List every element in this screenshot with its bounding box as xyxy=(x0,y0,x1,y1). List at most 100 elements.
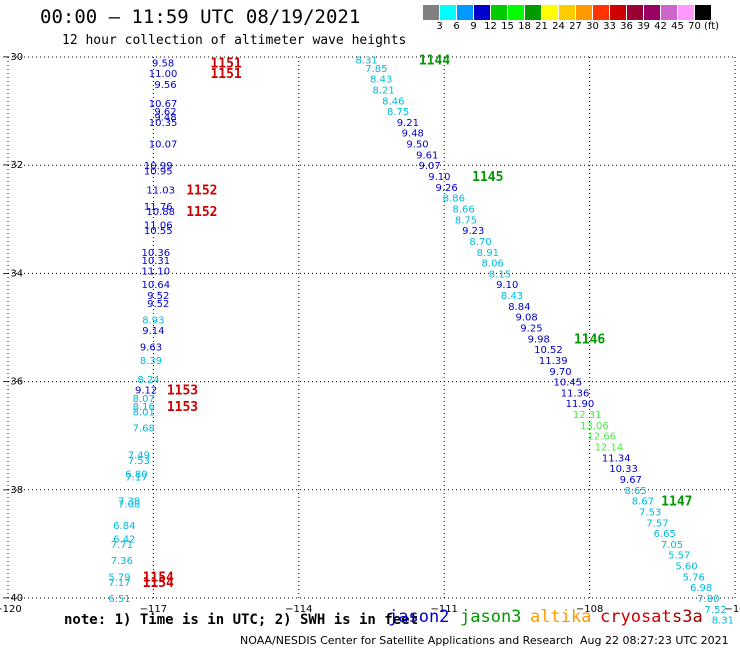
data-label: 11.36 xyxy=(561,388,590,399)
data-label: 8.84 xyxy=(508,302,530,313)
sat-legend-jason3: jason3 xyxy=(460,607,522,627)
data-label: 6.80 xyxy=(125,470,147,481)
data-label: 9.07 xyxy=(419,161,441,172)
data-label: 9.50 xyxy=(406,140,428,151)
time-label: 1152 xyxy=(186,184,217,199)
data-label: 7.57 xyxy=(646,518,668,529)
data-label: 9.67 xyxy=(620,475,642,486)
data-label: 9.56 xyxy=(154,80,176,91)
colorbar-cell xyxy=(507,5,524,20)
data-label: 7.71 xyxy=(111,540,133,551)
data-label: 6.84 xyxy=(113,521,135,532)
colorbar-cell xyxy=(490,5,507,20)
y-tick-label: −32 xyxy=(2,160,23,171)
data-label: 9.98 xyxy=(528,334,550,345)
data-label: 8.75 xyxy=(387,107,409,118)
data-label: 7.80 xyxy=(697,594,719,605)
data-label: 9.12 xyxy=(135,386,157,397)
data-label: 7.36 xyxy=(111,556,133,567)
note-text: note: 1) Time is in UTC; 2) SWH is in fe… xyxy=(64,612,419,628)
data-label: 9.70 xyxy=(549,367,571,378)
data-label: 8.46 xyxy=(382,96,404,107)
data-label: 8.70 xyxy=(469,237,491,248)
colorbar-label: 24 xyxy=(552,21,565,32)
data-label: 8.24 xyxy=(137,375,159,386)
data-label: 8.43 xyxy=(370,75,392,86)
colorbar-label: 12 xyxy=(484,21,497,32)
data-label: 6.65 xyxy=(654,529,676,540)
sat-legend-altika: altika xyxy=(530,607,592,627)
data-label: 9.52 xyxy=(147,291,169,302)
colorbar-cell xyxy=(660,5,677,20)
data-label: 11.76 xyxy=(144,202,173,213)
x-tick-label: −108 xyxy=(576,604,603,615)
data-label: 8.07 xyxy=(133,394,155,405)
data-label: 5.60 xyxy=(675,562,697,573)
data-label: 11.03 xyxy=(146,186,175,197)
data-label: 12.14 xyxy=(595,443,624,454)
time-label: 1147 xyxy=(661,495,692,510)
time-label: 1146 xyxy=(574,332,605,347)
colorbar-label: 33 xyxy=(603,21,616,32)
data-label: 7.53 xyxy=(128,456,150,467)
data-label: 7.85 xyxy=(365,64,387,75)
x-tick-label: −117 xyxy=(140,604,167,615)
colorbar-label: 21 xyxy=(535,21,548,32)
data-label: 8.75 xyxy=(455,215,477,226)
chart-subtitle: 12 hour collection of altimeter wave hei… xyxy=(62,33,407,48)
data-label: 8.43 xyxy=(501,291,523,302)
y-tick-label: −36 xyxy=(2,377,23,388)
colorbar-cell xyxy=(643,5,660,20)
data-label: 8.66 xyxy=(452,204,474,215)
data-label: 8.39 xyxy=(140,356,162,367)
data-label: 8.67 xyxy=(632,497,654,508)
colorbar-cell xyxy=(694,5,711,20)
data-label: 8.21 xyxy=(372,85,394,96)
colorbar-cell xyxy=(524,5,541,20)
x-tick-label: −114 xyxy=(285,604,312,615)
data-label: 9.52 xyxy=(147,299,169,310)
data-label: 10.33 xyxy=(609,464,638,475)
colorbar-label: 42 xyxy=(654,21,667,32)
colorbar-label: 18 xyxy=(518,21,531,32)
colorbar-cell xyxy=(592,5,609,20)
sat-legend-cryosat: cryosat xyxy=(600,607,672,627)
time-label: 1144 xyxy=(419,54,450,69)
x-tick-label: −111 xyxy=(430,604,457,615)
sat-legend-s3a: s3a xyxy=(672,607,703,627)
data-label: 7.49 xyxy=(128,451,150,462)
data-label: 10.31 xyxy=(142,256,171,267)
data-label: 8.93 xyxy=(142,315,164,326)
data-label: 8.65 xyxy=(625,486,647,497)
colorbar-labels: 3 6 9 12 15 18 21 24 27 30 33 36 39 42 45 70 (ft) xyxy=(422,21,728,35)
data-label: 7.38 xyxy=(118,497,140,508)
data-label: 9.61 xyxy=(416,150,438,161)
data-label: 5.76 xyxy=(683,572,705,583)
data-label: 8.31 xyxy=(712,616,734,627)
data-label: 10.95 xyxy=(144,167,173,178)
colorbar-label: 6 xyxy=(453,21,460,32)
data-label: 10.36 xyxy=(142,248,171,259)
data-label: 7.08 xyxy=(118,499,140,510)
data-label: 9.48 xyxy=(154,113,176,124)
data-label: 9.23 xyxy=(462,226,484,237)
grid-lines xyxy=(7,56,736,599)
data-label: 9.08 xyxy=(515,313,537,324)
data-label: 10.07 xyxy=(149,140,178,151)
data-label: 8.86 xyxy=(443,194,465,205)
colorbar-label: 15 xyxy=(501,21,514,32)
data-labels: 9.5811.009.5610.679.629.4810.3510.0710.9… xyxy=(108,54,734,627)
data-label: 8.15 xyxy=(489,269,511,280)
data-label: 11.10 xyxy=(142,267,171,278)
axis-ticks: −120 −117 −114 −111 −108 −10 −30 −32 −34 −36 −38 −4… xyxy=(0,52,740,615)
data-label: 11.06 xyxy=(144,221,173,232)
data-label: 5.79 xyxy=(108,572,130,583)
chart-title: 00:00 – 11:59 UTC 08/19/2021 xyxy=(40,6,361,28)
data-label: 11.34 xyxy=(602,453,631,464)
time-label: 1151 xyxy=(210,67,241,82)
data-label: 9.48 xyxy=(402,129,424,140)
data-label: 10.52 xyxy=(534,345,563,356)
time-label: 1153 xyxy=(167,400,198,415)
data-label: 13.06 xyxy=(580,421,609,432)
